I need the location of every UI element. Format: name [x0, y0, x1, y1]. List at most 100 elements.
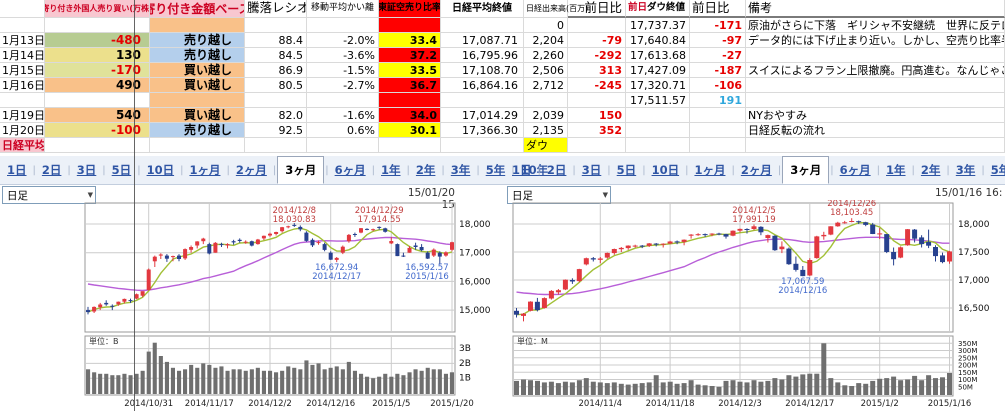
spreadsheet-cell[interactable] [626, 138, 690, 153]
spreadsheet-cell[interactable]: 寄り付き外国人売り買い(万株) [45, 0, 150, 18]
spreadsheet-cell[interactable] [379, 138, 441, 153]
spreadsheet-cell[interactable]: 80.5 [245, 78, 307, 93]
spreadsheet-cell[interactable]: 前日比 [690, 0, 746, 18]
spreadsheet-cell[interactable]: 17,320.71 [626, 78, 690, 93]
spreadsheet-cell[interactable]: 0 [524, 18, 568, 33]
spreadsheet-cell[interactable]: NYおやすみ [746, 108, 1005, 123]
period-tab-5日[interactable]: 5日 [111, 163, 132, 177]
spreadsheet-cell[interactable]: 東証空売り比率 [379, 0, 441, 18]
period-tab-10日[interactable]: 10日 [651, 163, 680, 177]
spreadsheet-cell[interactable]: 88.4 [245, 33, 307, 48]
spreadsheet-cell[interactable] [568, 138, 626, 153]
spreadsheet-cell[interactable]: 2,260 [524, 48, 568, 63]
spreadsheet-cell[interactable] [150, 138, 245, 153]
spreadsheet-cell[interactable] [690, 123, 746, 138]
spreadsheet-cell[interactable]: 1月20日 [0, 123, 45, 138]
spreadsheet-cell[interactable]: 30.1 [379, 123, 441, 138]
spreadsheet-cell[interactable]: -171 [690, 18, 746, 33]
spreadsheet-cell[interactable] [0, 0, 45, 18]
spreadsheet-cell[interactable]: 移動平均かい離 [307, 0, 379, 18]
period-tab-1日[interactable]: 1日 [512, 163, 532, 177]
spreadsheet-cell[interactable]: -2.0% [307, 33, 379, 48]
spreadsheet-cell[interactable]: -97 [690, 33, 746, 48]
spreadsheet-cell[interactable]: -480 [45, 33, 150, 48]
period-tab-5年[interactable]: 5年 [990, 163, 1005, 177]
spreadsheet-cell[interactable]: 1月13日 [0, 33, 45, 48]
spreadsheet-cell[interactable]: 前日 ダウ終値 [626, 0, 690, 18]
period-tab-3年[interactable]: 3年 [955, 163, 976, 177]
spreadsheet-cell[interactable]: 0.6% [307, 123, 379, 138]
spreadsheet-cell[interactable]: スイスによるフラン上限撤廃。円高進む。なんじゃこりゃ [746, 63, 1005, 78]
spreadsheet-cell[interactable]: 16,864.16 [441, 78, 524, 93]
spreadsheet-cell[interactable]: 33.4 [379, 33, 441, 48]
spreadsheet-cell[interactable]: 86.9 [245, 63, 307, 78]
spreadsheet-cell[interactable] [150, 18, 245, 33]
spreadsheet-cell[interactable] [379, 18, 441, 33]
spreadsheet-cell[interactable] [307, 18, 379, 33]
spreadsheet-cell[interactable]: 82.0 [245, 108, 307, 123]
period-tab-1ヶ月[interactable]: 1ヶ月 [694, 163, 726, 177]
spreadsheet-cell[interactable]: 1月14日 [0, 48, 45, 63]
spreadsheet-cell[interactable]: 2,712 [524, 78, 568, 93]
period-tab-2日[interactable]: 2日 [546, 163, 567, 177]
spreadsheet-cell[interactable]: 2,039 [524, 108, 568, 123]
spreadsheet-cell[interactable]: 150 [568, 108, 626, 123]
spreadsheet-cell[interactable]: -187 [690, 63, 746, 78]
spreadsheet-cell[interactable] [45, 18, 150, 33]
spreadsheet-cell[interactable]: 買い越し [150, 108, 245, 123]
spreadsheet-cell[interactable]: 313 [568, 63, 626, 78]
period-tab-3ヶ月[interactable]: 3ヶ月 [782, 156, 830, 184]
spreadsheet-cell[interactable] [746, 93, 1005, 108]
spreadsheet-cell[interactable]: 17,087.71 [441, 33, 524, 48]
spreadsheet-cell[interactable]: 17,427.09 [626, 63, 690, 78]
spreadsheet-cell[interactable] [568, 18, 626, 33]
period-tab-1年[interactable]: 1年 [886, 163, 906, 177]
spreadsheet-cell[interactable]: 16,795.96 [441, 48, 524, 63]
spreadsheet-cell[interactable]: 備考 [746, 0, 1005, 18]
spreadsheet-cell[interactable] [441, 18, 524, 33]
period-tab-3ヶ月[interactable]: 3ヶ月 [277, 156, 325, 184]
spreadsheet-cell[interactable] [245, 138, 307, 153]
spreadsheet-cell[interactable] [690, 108, 746, 123]
spreadsheet-cell[interactable]: データ的には下げ止まり近い。しかし、空売り比率半端ねー [746, 33, 1005, 48]
spreadsheet-cell[interactable]: 原油がさらに下落 ギリシャ不安継続 世界に反テロデ [746, 18, 1005, 33]
spreadsheet-cell[interactable]: 17,737.37 [626, 18, 690, 33]
spreadsheet-cell[interactable]: 36.7 [379, 78, 441, 93]
spreadsheet-cell[interactable]: 17,366.30 [441, 123, 524, 138]
spreadsheet-cell[interactable]: 1月16日 [0, 78, 45, 93]
spreadsheet-cell[interactable] [45, 93, 150, 108]
period-tab-2ヶ月[interactable]: 2ヶ月 [235, 163, 267, 177]
spreadsheet-cell[interactable]: 前日比 [568, 0, 626, 18]
spreadsheet-cell[interactable]: 日経反転の流れ [746, 123, 1005, 138]
period-tab-2日[interactable]: 2日 [41, 163, 62, 177]
spreadsheet-cell[interactable] [746, 138, 1005, 153]
spreadsheet-cell[interactable]: -1.6% [307, 108, 379, 123]
spreadsheet-cell[interactable] [307, 93, 379, 108]
spreadsheet-cell[interactable]: 17,640.84 [626, 33, 690, 48]
spreadsheet-cell[interactable]: 92.5 [245, 123, 307, 138]
spreadsheet-cell[interactable]: 1月15日 [0, 63, 45, 78]
spreadsheet-cell[interactable]: -79 [568, 33, 626, 48]
period-tab-5年[interactable]: 5年 [485, 163, 506, 177]
spreadsheet-cell[interactable]: -1.5% [307, 63, 379, 78]
period-tab-6ヶ月[interactable]: 6ヶ月 [839, 163, 871, 177]
period-tab-10日[interactable]: 10日 [146, 163, 175, 177]
spreadsheet-cell[interactable]: 寄り付き金額ベース [150, 0, 245, 18]
period-tab-3日[interactable]: 3日 [76, 163, 97, 177]
spreadsheet-cell[interactable] [150, 93, 245, 108]
spreadsheet-cell[interactable] [379, 93, 441, 108]
period-tab-1日[interactable]: 1日 [7, 163, 27, 177]
spreadsheet-cell[interactable] [0, 93, 45, 108]
spreadsheet-cell[interactable]: -100 [45, 123, 150, 138]
spreadsheet-cell[interactable]: 日経出来高(百万) [524, 0, 588, 18]
spreadsheet-cell[interactable]: 17,613.68 [626, 48, 690, 63]
spreadsheet-cell[interactable]: 騰落レシオ [245, 0, 307, 18]
timeframe-select-nikkei[interactable]: 日足 ▼ [2, 186, 96, 204]
spreadsheet-cell[interactable]: 17,108.70 [441, 63, 524, 78]
period-tab-3日[interactable]: 3日 [581, 163, 602, 177]
spreadsheet-cell[interactable] [626, 123, 690, 138]
period-tab-1年[interactable]: 1年 [381, 163, 401, 177]
spreadsheet-cell[interactable]: 34.0 [379, 108, 441, 123]
period-tab-2ヶ月[interactable]: 2ヶ月 [740, 163, 772, 177]
spreadsheet-cell[interactable] [626, 108, 690, 123]
